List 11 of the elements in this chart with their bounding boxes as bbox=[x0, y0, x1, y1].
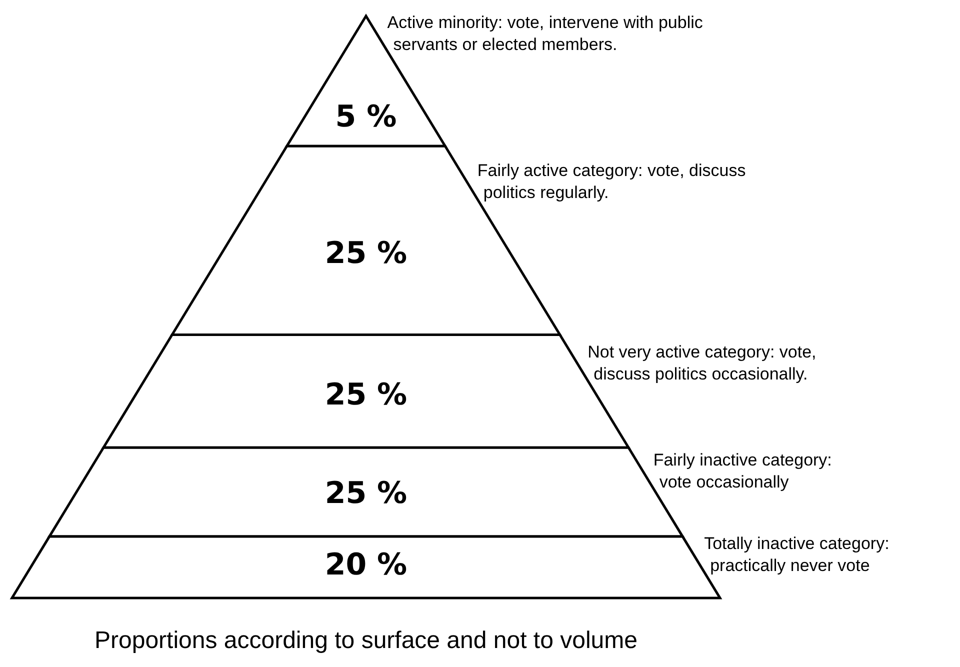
category-label: Active minority: vote, intervene with public servants or elected members. bbox=[387, 13, 704, 54]
data-label: 25 % bbox=[324, 378, 408, 413]
data-label: 25 % bbox=[324, 476, 408, 511]
text: Proportions according to surface and not to volume bbox=[94, 627, 638, 654]
data-label: 5 % bbox=[335, 100, 397, 135]
category-label: Fairly active category: vote, discuss politics regularly. bbox=[477, 161, 746, 202]
data-label: 20 % bbox=[324, 548, 408, 583]
category-label: Fairly inactive category: vote occasionally bbox=[653, 450, 832, 492]
category-label: Not very active category: vote, discuss politics occasionally. bbox=[588, 342, 816, 384]
data-label: 25 % bbox=[324, 236, 408, 272]
category-label: Totally inactive category: practically never vote bbox=[704, 534, 890, 575]
